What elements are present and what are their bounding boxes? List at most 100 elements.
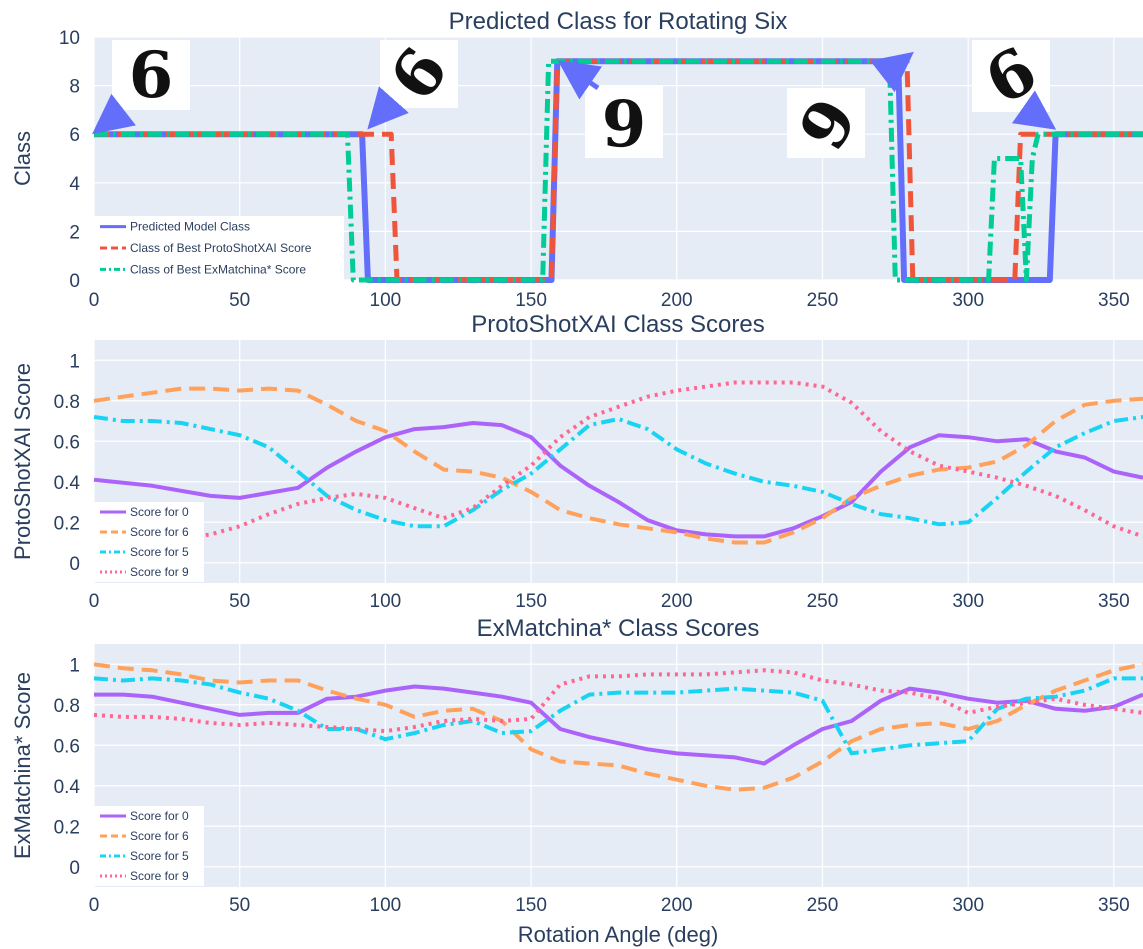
x-tick-labels: 0 50 100 150 200 250 300 350 [89,591,1130,612]
legend-label: Score for 6 [130,525,189,539]
x-tick-label: 300 [952,895,984,916]
y-axis-label: ProtoShotXAI Score [10,363,35,560]
x-tick-label: 250 [807,591,839,612]
series-lines [93,380,1143,545]
y-axis-label: Class [10,131,35,186]
y-tick-label: 0.4 [54,777,81,798]
y-tick-label: 0 [69,271,80,292]
x-tick-label: 350 [1098,591,1130,612]
x-tick-label: 0 [89,591,100,612]
series-line [93,662,1143,792]
x-tick-label: 100 [370,290,402,311]
annotation-arrow [557,60,603,100]
legend-label: Score for 6 [130,829,189,843]
y-tick-label: 0 [69,858,80,879]
y-tick-label: 8 [69,77,80,98]
y-tick-label: 0.2 [54,817,80,838]
y-tick-labels: 0 0.2 0.4 0.6 0.8 1 [54,351,81,575]
legend: Predicted Model Class Class of Best Proto… [94,216,344,280]
x-tick-label: 100 [370,591,402,612]
x-tick-label: 150 [515,290,547,311]
legend-label: Score for 0 [130,809,189,823]
legend-label: Score for 5 [130,849,189,863]
digit-background [787,88,865,158]
legend: Score for 0 Score for 6 Score for 5 Score f… [94,806,204,886]
y-tick-label: 4 [69,174,80,195]
y-tick-label: 10 [59,28,80,49]
x-tick-label: 0 [89,290,100,311]
x-tick-label: 100 [370,895,402,916]
y-tick-label: 1 [69,655,80,676]
legend: Score for 0 Score for 6 Score for 5 Score f… [94,502,204,582]
x-tick-labels: 0 50 100 150 200 250 300 350 [89,290,1130,311]
digit-six-icon: 6 [129,38,174,113]
x-tick-label: 150 [515,895,547,916]
x-tick-label: 50 [229,591,250,612]
y-tick-label: 0.6 [54,432,80,453]
x-tick-label: 200 [661,591,693,612]
panel-protoshotxai-scores: 0 50 100 150 200 250 300 350 0 0.2 0.4 0.6 0.8 1 Proto… [10,311,1143,612]
y-tick-label: 0.8 [54,392,80,413]
series-lines [94,58,1143,283]
x-tick-label: 300 [952,591,984,612]
y-tick-label: 0.4 [54,473,81,494]
digit-six-icon: 6 [602,84,647,159]
chart-title: Predicted Class for Rotating Six [449,8,788,35]
series-line [93,421,1143,539]
x-tick-label: 350 [1098,895,1130,916]
legend-label: Class of Best ExMatchina* Score [130,262,306,276]
x-tick-label: 350 [1098,290,1130,311]
panel-exmatchina-scores: 0 50 100 150 200 250 300 350 0 0.2 0.4 0.6 0.8 1 ExMat… [10,615,1143,916]
legend-label: Score for 9 [130,565,189,579]
legend-box [94,502,204,582]
x-tick-label: 0 [89,895,100,916]
series-line [93,380,1143,541]
legend-box [94,806,204,886]
y-tick-label: 2 [69,222,80,243]
series-line [93,676,1143,756]
legend-label: Predicted Model Class [130,220,250,234]
digit-thumbnail: 6 [585,84,663,159]
y-tick-label: 0.2 [54,513,80,534]
y-tick-label: 0.6 [54,736,80,757]
x-tick-label: 300 [952,290,984,311]
legend-label: Score for 9 [130,869,189,883]
y-tick-label: 0 [69,554,80,575]
legend-label: Score for 5 [130,545,189,559]
legend-label: Class of Best ProtoShotXAI Score [130,241,312,255]
x-tick-label: 150 [515,591,547,612]
panel-predicted-class: 0 50 100 150 200 250 300 350 0 2 4 6 8 10 Predicted Cl… [10,8,1143,311]
x-tick-label: 200 [661,895,693,916]
x-tick-label: 50 [229,895,250,916]
y-axis-label: ExMatchina* Score [10,672,35,859]
y-tick-labels: 0 2 4 6 8 10 [59,28,81,292]
annotation-arrow [92,93,136,135]
x-tick-label: 200 [661,290,693,311]
x-tick-labels: 0 50 100 150 200 250 300 350 [89,895,1130,916]
y-tick-label: 0.8 [54,696,80,717]
x-tick-label: 250 [807,290,839,311]
legend-label: Score for 0 [130,505,189,519]
legend-box [94,216,344,280]
annotation-arrow [367,86,409,130]
digit-thumbnail: 6 [112,38,190,113]
digit-thumbnail: 6 [376,35,463,114]
x-axis-label: Rotation Angle (deg) [518,922,719,947]
x-tick-label: 250 [807,895,839,916]
y-tick-label: 6 [69,125,80,146]
digit-thumbnails: 6 6 6 6 6 [92,33,1057,161]
series-line [93,415,1143,529]
digit-thumbnail: 6 [782,85,869,161]
y-tick-labels: 0 0.2 0.4 0.6 0.8 1 [54,655,81,879]
chart-title: ProtoShotXAI Class Scores [471,311,764,338]
series-line [94,58,1143,283]
gridlines [93,644,1143,887]
series-line [94,684,1143,766]
annotation-arrow [870,51,914,93]
series-lines [93,662,1143,792]
annotation-arrow [1011,90,1057,130]
digit-thumbnail: 6 [972,33,1050,120]
plot-area [94,340,1143,583]
chart-title: ExMatchina* Class Scores [477,615,760,642]
